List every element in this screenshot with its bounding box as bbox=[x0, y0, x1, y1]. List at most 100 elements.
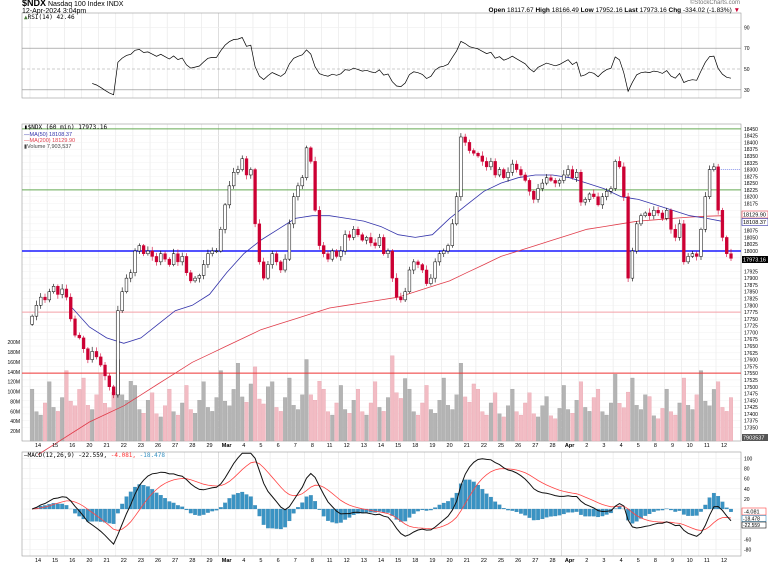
macd-histogram-bar bbox=[227, 498, 232, 510]
macd-histogram-bar bbox=[244, 494, 249, 510]
macd-histogram-bar bbox=[283, 508, 288, 528]
candle-body bbox=[214, 250, 219, 253]
candle-body bbox=[73, 318, 77, 336]
macd-histogram-bar bbox=[180, 506, 185, 510]
x-axis-label: 14 bbox=[378, 558, 384, 564]
candle-body bbox=[163, 253, 167, 260]
volume-bar bbox=[463, 396, 468, 442]
macd-histogram-bar bbox=[141, 485, 146, 510]
candle-body bbox=[64, 288, 69, 298]
candle-body bbox=[562, 174, 566, 181]
candle-body bbox=[219, 229, 223, 252]
volume-bar bbox=[163, 405, 168, 442]
candle-body bbox=[69, 296, 73, 320]
volume-bar bbox=[394, 392, 399, 442]
volume-bar bbox=[677, 402, 682, 442]
candle-body bbox=[429, 277, 433, 284]
candle-body bbox=[450, 223, 454, 246]
volume-bar bbox=[317, 381, 322, 442]
price-axis-label: 18275 bbox=[744, 174, 758, 180]
macd-histogram-bar bbox=[566, 508, 570, 513]
volume-bar bbox=[218, 370, 223, 442]
x-axis-label: 20 bbox=[447, 558, 453, 564]
candle-body bbox=[159, 253, 163, 263]
candle-body bbox=[605, 191, 609, 197]
candle-body bbox=[201, 264, 206, 276]
volume-bar bbox=[390, 355, 395, 442]
macd-histogram-bar bbox=[124, 496, 129, 510]
volume-bar bbox=[729, 397, 733, 442]
volume-bar bbox=[103, 403, 107, 442]
volume-bar bbox=[266, 386, 270, 442]
candle-body bbox=[660, 212, 665, 219]
candle-body bbox=[480, 155, 484, 162]
x-axis-label: 10 bbox=[687, 558, 693, 564]
x-axis-label: Mar bbox=[222, 558, 233, 564]
candle-body bbox=[300, 177, 304, 187]
volume-bar bbox=[55, 411, 60, 442]
volume-bar bbox=[334, 402, 339, 442]
candle-body bbox=[390, 250, 394, 279]
macd-histogram-bar bbox=[673, 508, 678, 512]
macd-histogram-bar bbox=[304, 496, 309, 510]
macd-histogram-bar bbox=[51, 503, 56, 510]
x-axis-label: 28 bbox=[549, 558, 555, 564]
x-axis-label: 22 bbox=[121, 558, 127, 564]
volume-bar bbox=[634, 405, 639, 442]
candle-body bbox=[133, 250, 137, 273]
price-axis-label: 17700 bbox=[744, 330, 758, 336]
candle-body bbox=[669, 210, 673, 230]
ma50-tag: 18108.37 bbox=[741, 218, 768, 226]
candle-body bbox=[184, 256, 189, 273]
candle-body bbox=[253, 169, 257, 225]
macd-histogram-bar bbox=[150, 489, 155, 510]
x-axis-label: 27 bbox=[172, 558, 178, 564]
volume-bar bbox=[227, 405, 232, 442]
candle-body bbox=[386, 250, 390, 254]
price-axis-label: 18325 bbox=[744, 161, 758, 167]
x-axis-label: 3 bbox=[602, 443, 605, 449]
macd-histogram-bar bbox=[321, 508, 326, 517]
macd-histogram-bar bbox=[446, 501, 450, 510]
volume-bar bbox=[381, 411, 386, 442]
macd-histogram-bar bbox=[411, 508, 416, 514]
x-axis-label: 15 bbox=[52, 443, 58, 449]
x-axis-label: 2 bbox=[585, 558, 588, 564]
macd-histogram-bar bbox=[167, 501, 172, 510]
macd-axis-label: 60 bbox=[744, 477, 750, 483]
candle-body bbox=[39, 296, 43, 306]
x-axis-label: 14 bbox=[35, 443, 41, 449]
volume-bar bbox=[180, 402, 185, 442]
volume-bar bbox=[51, 407, 56, 442]
candle-body bbox=[575, 172, 579, 178]
macd-histogram-bar bbox=[420, 508, 425, 511]
candle-body bbox=[703, 196, 707, 230]
candle-body bbox=[352, 229, 356, 238]
volume-bar bbox=[561, 385, 566, 442]
x-axis-label: 23 bbox=[138, 558, 144, 564]
price-axis-label: 17400 bbox=[744, 412, 758, 418]
x-axis-label: 20 bbox=[86, 558, 92, 564]
candles bbox=[30, 133, 733, 399]
x-axis-label: 11 bbox=[327, 558, 333, 564]
ma200-legend: —MA(200) 18129.90 bbox=[24, 137, 76, 144]
volume-bar bbox=[283, 397, 288, 442]
x-axis-label: 26 bbox=[155, 558, 161, 564]
volume-bar bbox=[38, 414, 43, 442]
volume-axis-label: 80M bbox=[10, 399, 20, 405]
candle-body bbox=[459, 136, 463, 197]
macd-histogram-bar bbox=[729, 508, 733, 512]
x-axis-label: 18 bbox=[412, 443, 418, 449]
volume-bar bbox=[437, 400, 442, 442]
volume-legend-icon: ▮ bbox=[24, 143, 28, 150]
candle-body bbox=[206, 253, 210, 265]
macd-histogram-bar bbox=[617, 506, 622, 510]
candle-body bbox=[111, 386, 116, 396]
candle-body bbox=[665, 210, 669, 219]
macd-histogram-bar bbox=[115, 508, 120, 514]
macd-histogram-bar bbox=[711, 492, 716, 510]
volume-bar bbox=[407, 388, 412, 442]
x-axis-label: 26 bbox=[515, 443, 521, 449]
candle-body bbox=[330, 250, 334, 260]
volume-axis-label: 200M bbox=[7, 340, 20, 346]
